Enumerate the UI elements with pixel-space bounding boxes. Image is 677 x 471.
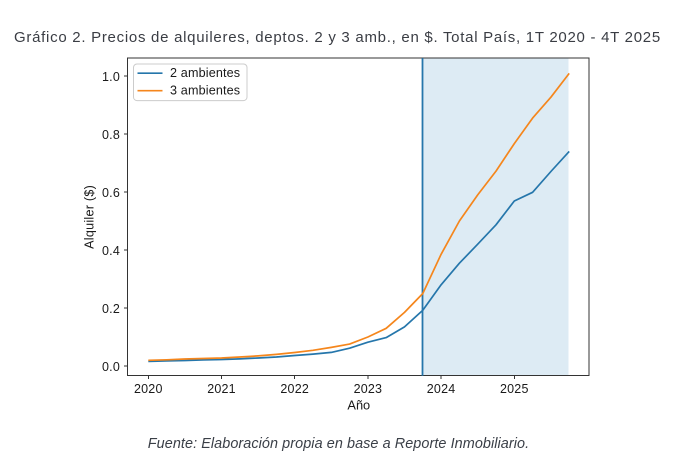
svg-text:1.0: 1.0 — [102, 70, 120, 84]
svg-text:0.4: 0.4 — [102, 244, 120, 258]
svg-text:Año: Año — [347, 398, 370, 413]
svg-text:Gráfico 2. Precios de alquiler: Gráfico 2. Precios de alquileres, deptos… — [14, 29, 661, 46]
svg-text:0.0: 0.0 — [102, 360, 120, 374]
svg-text:2024: 2024 — [427, 382, 456, 396]
svg-text:0.6: 0.6 — [102, 186, 120, 200]
svg-text:2025: 2025 — [500, 382, 529, 396]
svg-text:2021: 2021 — [207, 382, 236, 396]
svg-text:2020: 2020 — [134, 382, 163, 396]
svg-text:Fuente: Elaboración propia en: Fuente: Elaboración propia en base a Rep… — [148, 436, 529, 452]
svg-text:2 ambientes: 2 ambientes — [170, 66, 240, 80]
svg-text:Alquiler ($): Alquiler ($) — [83, 185, 97, 249]
svg-text:0.8: 0.8 — [102, 128, 120, 142]
svg-text:2022: 2022 — [280, 382, 309, 396]
svg-text:2023: 2023 — [354, 382, 383, 396]
svg-text:0.2: 0.2 — [102, 302, 120, 316]
svg-text:3 ambientes: 3 ambientes — [170, 84, 240, 98]
